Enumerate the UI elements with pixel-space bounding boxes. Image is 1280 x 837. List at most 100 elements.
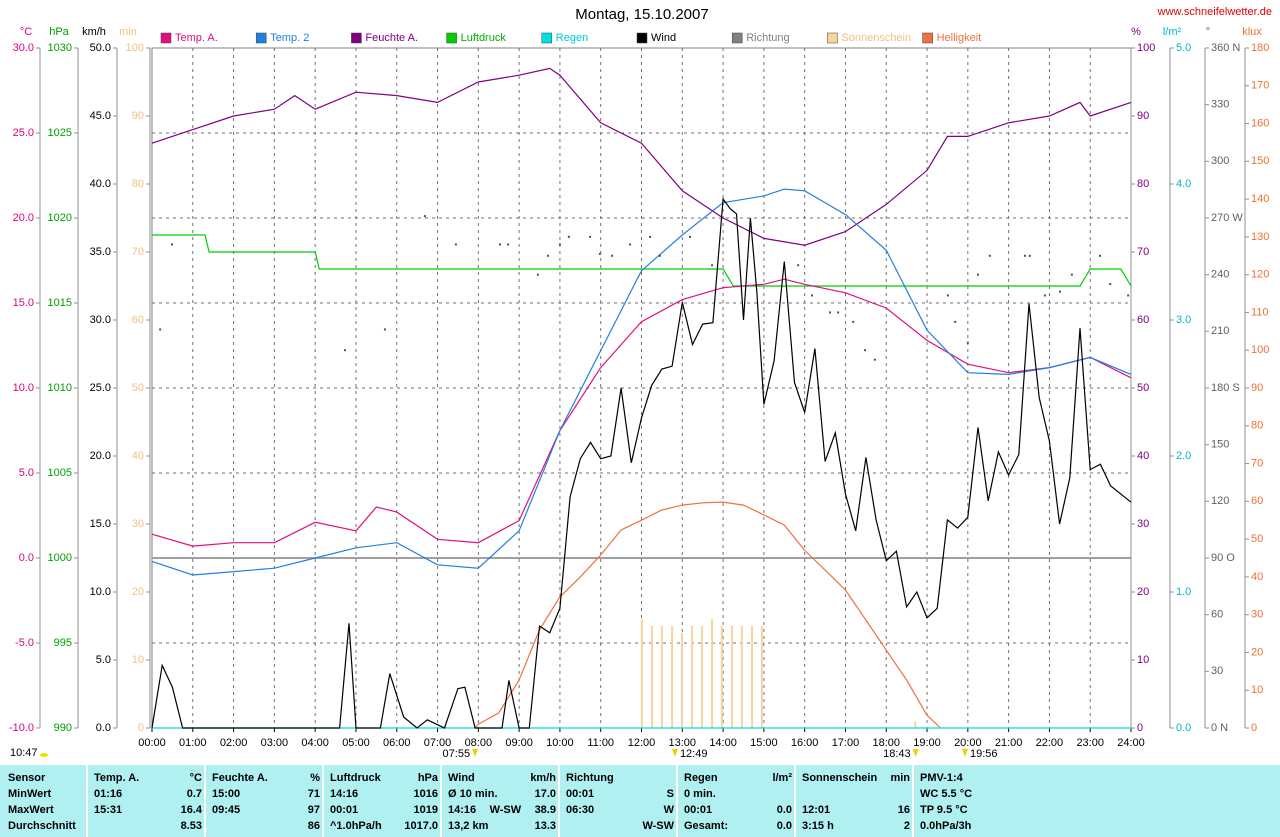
y-tick-label: 1005 <box>48 467 72 479</box>
y-tick-label: 10 <box>1251 684 1263 696</box>
x-tick-label: 16:00 <box>791 737 819 749</box>
cell-text: 13.3 <box>534 820 556 832</box>
cell-text: PMV-1:4 <box>920 772 963 784</box>
legend-swatch <box>160 32 172 44</box>
legend-label: Sonnenschein <box>841 32 911 44</box>
x-tick-label: 00:00 <box>138 737 166 749</box>
y-tick-label: 90 O <box>1211 552 1235 564</box>
direction-dot <box>811 294 814 297</box>
sun-icon <box>40 753 48 757</box>
direction-dot <box>864 349 867 352</box>
background <box>0 0 1280 765</box>
cell-text: 13,2 km <box>448 820 489 832</box>
cell-text: 0.0 <box>776 804 792 816</box>
y-axis-unit: °C <box>20 26 32 38</box>
cell-text: Durchschnitt <box>8 820 76 832</box>
y-axis-unit: hPa <box>49 26 69 38</box>
cell-text: 15:31 <box>94 804 123 816</box>
cell-text: TP 9.5 °C <box>920 804 968 816</box>
direction-dot <box>852 320 855 323</box>
y-tick-label: 100 <box>1137 42 1155 54</box>
y-tick-label: 10.0 <box>90 586 111 598</box>
y-tick-label: 300 <box>1211 155 1229 167</box>
header-cell: Sensor <box>4 770 88 786</box>
bar <box>914 721 917 728</box>
header-cell: ^1.0hPa/h 1017.0 <box>326 818 442 834</box>
cell-text: 00:01 <box>684 804 713 816</box>
cell-text: % <box>310 772 320 784</box>
header-cell: 00:01 S <box>562 786 678 802</box>
annotation: 07:55 <box>443 748 471 760</box>
x-tick-label: 24:00 <box>1117 737 1145 749</box>
cell-text: 0.7 <box>186 788 202 800</box>
y-tick-label: 90 <box>1137 110 1149 122</box>
cell-text: MaxWert <box>8 804 54 816</box>
bar <box>700 626 703 728</box>
stats-table: Sensor Temp. A. °C Feuchte A.% Luftdruck hPa W… <box>0 765 1280 837</box>
x-tick-label: 22:00 <box>1036 737 1064 749</box>
y-tick-label: 50 <box>132 382 144 394</box>
bar <box>640 619 643 728</box>
bar <box>671 626 674 728</box>
annotation: 19:56 <box>970 748 998 760</box>
header-cell <box>798 786 914 802</box>
series-line <box>151 67 1132 246</box>
direction-dot <box>170 243 173 246</box>
direction-dot <box>1098 254 1101 257</box>
cell-text: 3:15 h <box>802 820 834 832</box>
header-cell: MaxWert <box>4 802 88 818</box>
cell-text: 06:30 <box>566 804 595 816</box>
y-axis-unit: min <box>119 26 137 38</box>
header-cell: WC 5.5 °C <box>916 786 1032 802</box>
cell-text: 0.0 <box>776 820 792 832</box>
y-tick-label: 995 <box>54 637 72 649</box>
y-tick-label: 10 <box>132 654 144 666</box>
cell-text: °C <box>189 772 202 784</box>
y-tick-label: 270 W <box>1211 212 1243 224</box>
direction-dot <box>159 328 162 331</box>
y-tick-label: 80 <box>1137 178 1149 190</box>
cell-text: WC 5.5 °C <box>920 788 973 800</box>
direction-dot <box>658 254 661 257</box>
y-tick-label: -5.0 <box>15 637 34 649</box>
sun-marker <box>961 749 968 757</box>
y-tick-label: 1020 <box>48 212 72 224</box>
cell-text: 97 <box>307 804 320 816</box>
direction-dot <box>567 235 570 238</box>
x-tick-label: 04:00 <box>301 737 329 749</box>
y-tick-label: 170 <box>1251 80 1269 92</box>
y-tick-label: 20 <box>1251 646 1263 658</box>
direction-dot <box>547 254 550 257</box>
y-tick-label: 1030 <box>48 42 72 54</box>
legend-label: Richtung <box>746 32 789 44</box>
direction-dot <box>1028 254 1031 257</box>
y-tick-label: 30.0 <box>13 42 34 54</box>
direction-dot <box>837 311 840 314</box>
y-tick-label: 60 <box>132 314 144 326</box>
y-tick-label: 25.0 <box>90 382 111 394</box>
y-tick-label: 20.0 <box>13 212 34 224</box>
bar <box>760 626 763 728</box>
y-tick-label: 100 <box>1251 344 1269 356</box>
x-tick-label: 11:00 <box>587 737 614 749</box>
y-tick-label: 5.0 <box>96 654 111 666</box>
source: www.schneifelwetter.de <box>1157 6 1272 18</box>
direction-dot <box>1043 294 1046 297</box>
cell-text: 86 <box>307 820 320 832</box>
header-cell: 00:01 1019 <box>326 802 442 818</box>
y-tick-label: 3.0 <box>1176 314 1191 326</box>
y-tick-label: 0.0 <box>19 552 34 564</box>
y-tick-label: 5.0 <box>1176 42 1191 54</box>
y-tick-label: 40 <box>1251 571 1263 583</box>
column-separator <box>86 765 88 837</box>
y-tick-label: 10.0 <box>13 382 34 394</box>
legend-swatch <box>731 32 743 44</box>
y-tick-label: 40.0 <box>90 178 111 190</box>
legend-swatch <box>541 32 553 44</box>
column-separator <box>322 765 324 837</box>
header-cell: MinWert <box>4 786 88 802</box>
cell-text: 1016 <box>413 788 438 800</box>
header-cell: 15:00 71 <box>208 786 324 802</box>
bar <box>731 626 734 728</box>
y-tick-label: 20 <box>1137 586 1149 598</box>
